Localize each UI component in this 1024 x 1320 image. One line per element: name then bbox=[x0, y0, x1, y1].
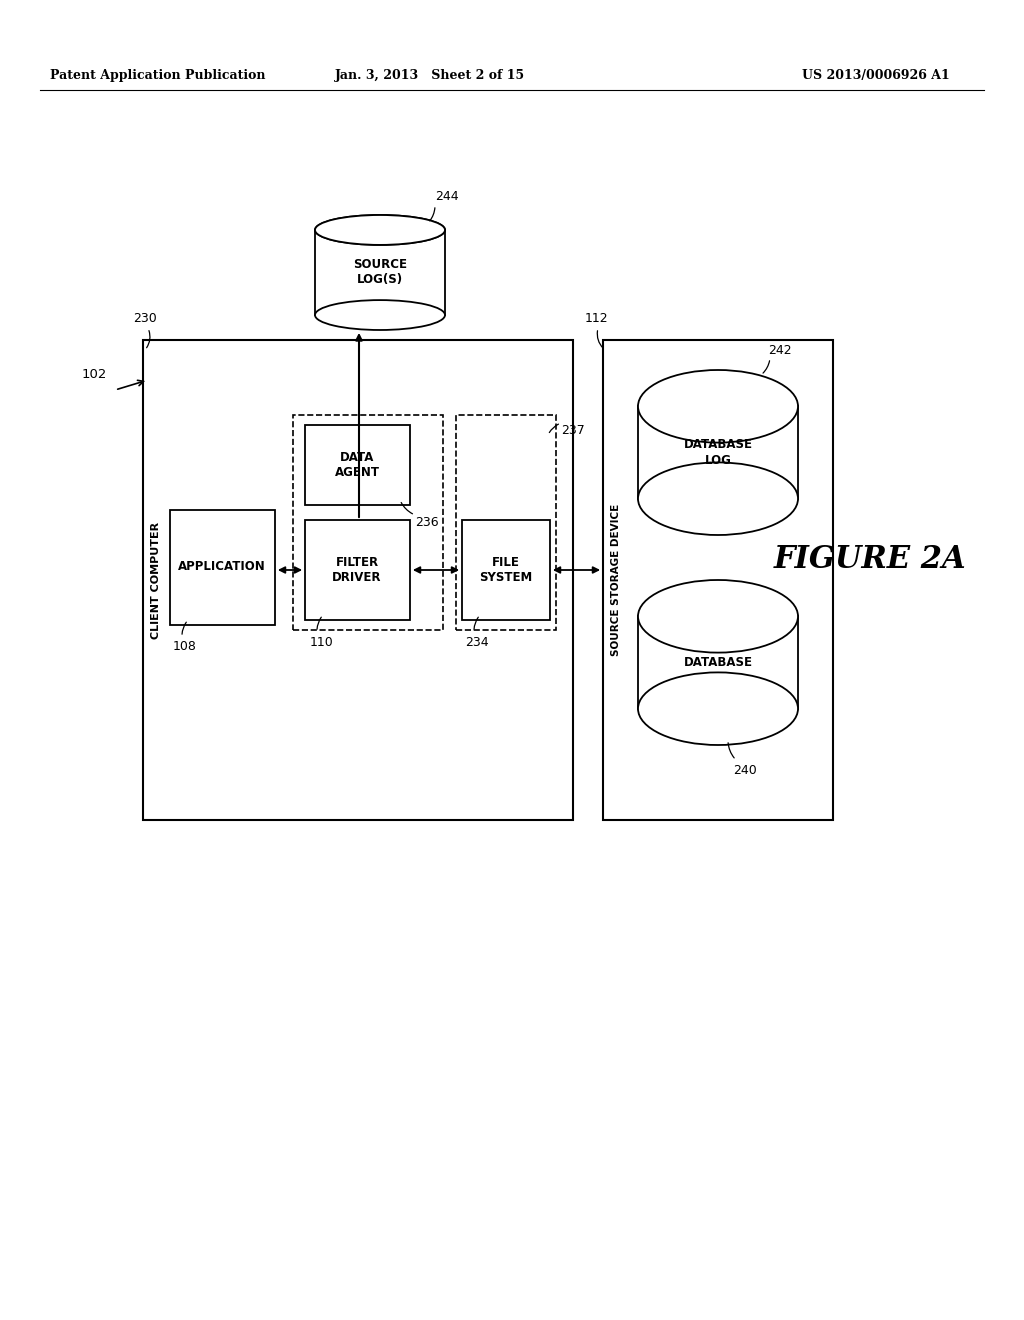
Text: FILTER
DRIVER: FILTER DRIVER bbox=[332, 556, 382, 583]
Ellipse shape bbox=[315, 215, 445, 246]
Text: 242: 242 bbox=[768, 343, 792, 356]
Text: 234: 234 bbox=[465, 635, 488, 648]
Text: FILE
SYSTEM: FILE SYSTEM bbox=[479, 556, 532, 583]
Text: SOURCE
LOG(S): SOURCE LOG(S) bbox=[353, 259, 407, 286]
Text: US 2013/0006926 A1: US 2013/0006926 A1 bbox=[802, 69, 950, 82]
Text: FIGURE 2A: FIGURE 2A bbox=[774, 544, 967, 576]
Text: 230: 230 bbox=[133, 312, 157, 325]
Bar bbox=[315, 230, 445, 315]
Text: DATABASE: DATABASE bbox=[683, 656, 753, 669]
Text: Patent Application Publication: Patent Application Publication bbox=[50, 69, 265, 82]
Ellipse shape bbox=[638, 579, 798, 652]
Text: 102: 102 bbox=[82, 368, 106, 381]
Ellipse shape bbox=[638, 370, 798, 442]
Text: 244: 244 bbox=[435, 190, 459, 203]
Text: 110: 110 bbox=[310, 635, 334, 648]
Bar bbox=[638, 407, 798, 499]
Bar bbox=[305, 520, 410, 620]
Bar bbox=[456, 414, 556, 630]
Text: 236: 236 bbox=[415, 516, 438, 529]
Bar bbox=[638, 616, 798, 709]
Text: 237: 237 bbox=[561, 424, 585, 437]
Ellipse shape bbox=[315, 215, 445, 246]
Bar bbox=[603, 341, 833, 820]
Bar bbox=[143, 341, 573, 820]
Ellipse shape bbox=[638, 672, 798, 744]
Text: Jan. 3, 2013   Sheet 2 of 15: Jan. 3, 2013 Sheet 2 of 15 bbox=[335, 69, 525, 82]
Bar bbox=[305, 425, 410, 506]
Ellipse shape bbox=[638, 462, 798, 535]
Ellipse shape bbox=[315, 300, 445, 330]
Text: 240: 240 bbox=[733, 763, 757, 776]
Text: DATABASE
LOG: DATABASE LOG bbox=[683, 438, 753, 466]
Bar bbox=[293, 414, 443, 630]
Text: CLIENT COMPUTER: CLIENT COMPUTER bbox=[151, 521, 161, 639]
Text: 108: 108 bbox=[173, 640, 197, 653]
Text: DATA
AGENT: DATA AGENT bbox=[335, 451, 380, 479]
Text: SOURCE STORAGE DEVICE: SOURCE STORAGE DEVICE bbox=[611, 504, 621, 656]
Bar bbox=[170, 510, 275, 624]
Text: 112: 112 bbox=[585, 312, 608, 325]
Bar bbox=[462, 520, 550, 620]
Text: APPLICATION: APPLICATION bbox=[178, 561, 266, 573]
